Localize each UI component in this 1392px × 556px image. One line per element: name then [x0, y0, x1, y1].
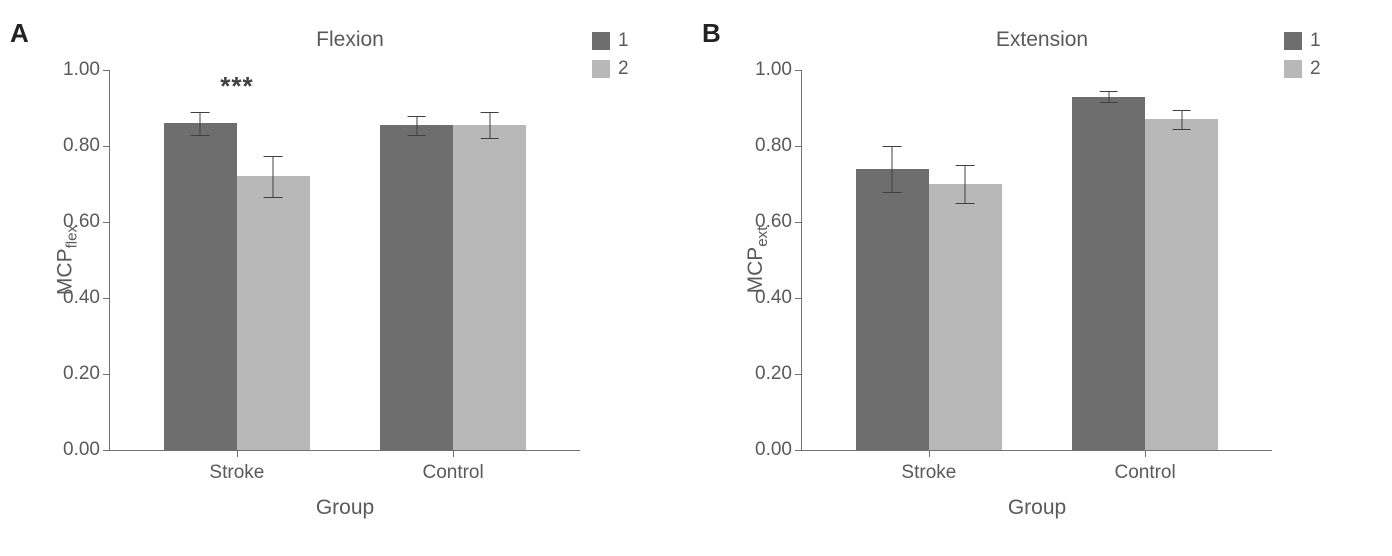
chart-bar — [929, 184, 1002, 450]
chart-bar — [237, 176, 310, 450]
legend-swatch — [1284, 32, 1302, 50]
error-bar-cap — [407, 116, 426, 117]
y-tick-label: 1.00 — [755, 59, 802, 81]
error-bar-cap — [956, 203, 975, 204]
legend-label: 1 — [1310, 30, 1321, 52]
error-bar-stem — [1108, 91, 1109, 102]
chart-panel: BExtension0.000.200.400.600.801.00Stroke… — [702, 0, 1382, 556]
y-axis-line — [801, 70, 802, 450]
legend-swatch — [592, 60, 610, 78]
chart-bar — [453, 125, 526, 450]
error-bar-cap — [1099, 102, 1118, 103]
error-bar-cap — [956, 165, 975, 166]
error-bar-stem — [489, 112, 490, 139]
chart-legend: 12 — [592, 30, 629, 86]
y-axis-label: MCPflex — [54, 225, 81, 295]
y-tick-label: 0.80 — [63, 135, 110, 157]
chart-title: Flexion — [10, 28, 690, 52]
error-bar-cap — [407, 135, 426, 136]
error-bar-cap — [191, 135, 210, 136]
error-bar-stem — [200, 112, 201, 135]
y-axis-label: MCPext — [744, 227, 771, 294]
chart-bar — [1072, 97, 1145, 450]
error-bar-cap — [1172, 110, 1191, 111]
figure: AFlexion0.000.200.400.600.801.00StrokeCo… — [0, 0, 1392, 556]
legend-swatch — [592, 32, 610, 50]
y-axis-line — [109, 70, 110, 450]
legend-item: 2 — [1284, 58, 1321, 80]
error-bar-stem — [965, 165, 966, 203]
plot-area: 0.000.200.400.600.801.00StrokeControlGro… — [802, 70, 1272, 450]
legend-label: 2 — [1310, 58, 1321, 80]
x-axis-label: Group — [802, 450, 1272, 520]
legend-item: 1 — [1284, 30, 1321, 52]
y-tick-label: 0.20 — [755, 363, 802, 385]
chart-legend: 12 — [1284, 30, 1321, 86]
chart-panel: AFlexion0.000.200.400.600.801.00StrokeCo… — [10, 0, 690, 556]
legend-label: 1 — [618, 30, 629, 52]
chart-bar — [380, 125, 453, 450]
legend-item: 2 — [592, 58, 629, 80]
error-bar-cap — [480, 138, 499, 139]
error-bar-cap — [883, 146, 902, 147]
y-tick-label: 0.00 — [63, 439, 110, 461]
y-tick-label: 0.20 — [63, 363, 110, 385]
error-bar-stem — [1181, 110, 1182, 129]
error-bar-cap — [883, 192, 902, 193]
chart-bar — [856, 169, 929, 450]
error-bar-stem — [892, 146, 893, 192]
error-bar-stem — [273, 156, 274, 198]
significance-marker: *** — [220, 71, 253, 102]
error-bar-cap — [480, 112, 499, 113]
y-tick-label: 0.80 — [755, 135, 802, 157]
chart-bar — [164, 123, 237, 450]
error-bar-cap — [1172, 129, 1191, 130]
error-bar-cap — [1099, 91, 1118, 92]
y-tick-label: 0.00 — [755, 439, 802, 461]
legend-item: 1 — [592, 30, 629, 52]
x-axis-label: Group — [110, 450, 580, 520]
chart-bar — [1145, 119, 1218, 450]
plot-area: 0.000.200.400.600.801.00StrokeControlGro… — [110, 70, 580, 450]
error-bar-cap — [264, 156, 283, 157]
error-bar-cap — [191, 112, 210, 113]
error-bar-cap — [264, 197, 283, 198]
legend-label: 2 — [618, 58, 629, 80]
chart-title: Extension — [702, 28, 1382, 52]
y-tick-label: 1.00 — [63, 59, 110, 81]
error-bar-stem — [416, 116, 417, 135]
legend-swatch — [1284, 60, 1302, 78]
